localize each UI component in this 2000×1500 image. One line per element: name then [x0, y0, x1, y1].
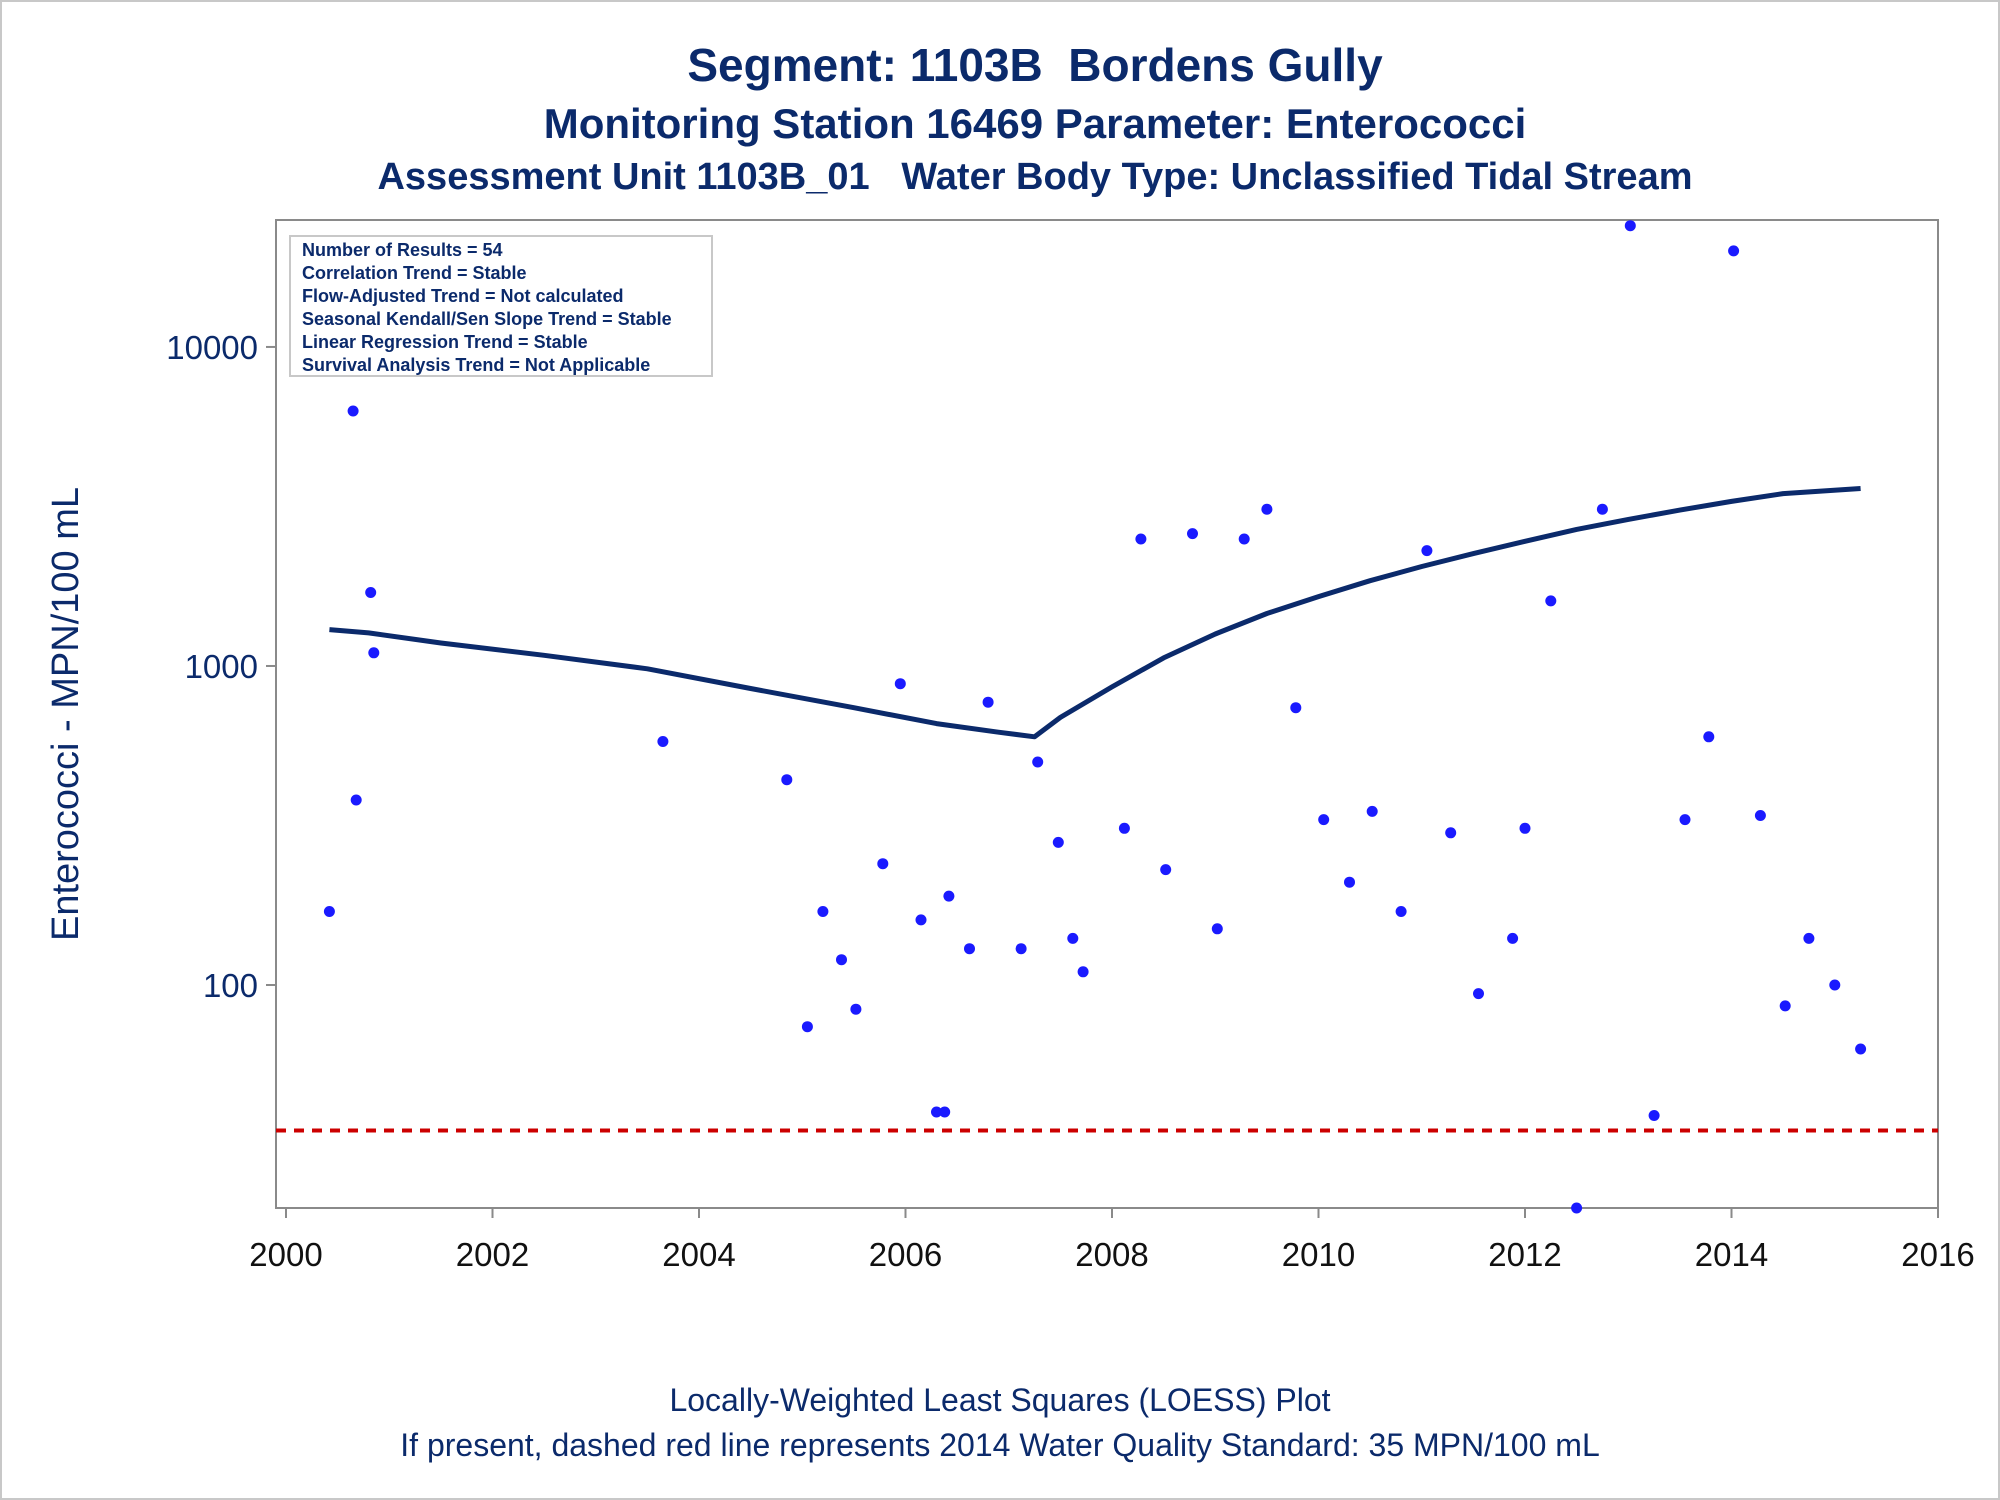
chart-subtitle-station: Monitoring Station 16469 Parameter: Ente…: [543, 100, 1527, 147]
loess-line: [329, 486, 1861, 740]
data-point: [931, 1106, 942, 1118]
data-point: [1679, 814, 1691, 826]
data-point: [1318, 814, 1330, 826]
data-point: [1703, 731, 1715, 743]
data-point: [1067, 932, 1079, 944]
stats-line: Linear Regression Trend = Stable: [302, 332, 588, 352]
data-point: [915, 914, 927, 926]
data-point: [323, 906, 335, 917]
data-point: [1344, 876, 1355, 888]
data-point: [1445, 827, 1457, 839]
data-point: [1803, 932, 1815, 944]
data-point: [877, 858, 889, 870]
plot-area: [275, 219, 1939, 1209]
data-point: [1187, 528, 1198, 540]
stats-line: Seasonal Kendall/Sen Slope Trend = Stabl…: [302, 309, 672, 329]
x-tick-label: 2004: [662, 1236, 735, 1273]
data-point: [1052, 836, 1064, 848]
data-point: [350, 794, 362, 806]
x-tick-label: 2016: [1901, 1236, 1974, 1273]
data-point: [1648, 1110, 1660, 1121]
y-tick-label: 100: [203, 967, 258, 1004]
data-point: [1473, 988, 1484, 1000]
data-point: [1261, 503, 1273, 515]
data-point: [1754, 810, 1766, 821]
data-point: [365, 587, 377, 598]
data-point: [836, 954, 847, 966]
data-point: [1160, 864, 1172, 876]
x-tick-label: 2010: [1282, 1236, 1355, 1273]
x-tick-label: 2008: [1075, 1236, 1148, 1273]
stats-line: Flow-Adjusted Trend = Not calculated: [302, 286, 624, 306]
y-axis-label: Enterococci - MPN/100 mL: [45, 487, 87, 941]
data-point: [1211, 923, 1223, 935]
data-point: [1015, 943, 1027, 955]
footnote-standard: If present, dashed red line represents 2…: [400, 1427, 1600, 1463]
chart-title: Segment: 1103B Bordens Gully: [687, 39, 1383, 91]
data-point: [982, 696, 994, 708]
data-point: [1395, 906, 1407, 917]
data-point: [1624, 220, 1636, 232]
stats-line: Survival Analysis Trend = Not Applicable: [302, 355, 650, 375]
data-point: [1238, 533, 1250, 545]
data-point: [1077, 966, 1089, 978]
y-tick-label: 1000: [185, 648, 258, 685]
data-point: [1507, 932, 1519, 944]
data-point: [1135, 533, 1147, 545]
data-point: [1118, 822, 1130, 834]
x-tick-label: 2014: [1695, 1236, 1768, 1273]
data-point: [1290, 702, 1302, 714]
data-point: [1366, 805, 1378, 817]
data-point: [939, 1106, 951, 1118]
data-point: [943, 890, 955, 902]
stats-line: Correlation Trend = Stable: [302, 263, 527, 283]
stats-line: Number of Results = 54: [302, 240, 503, 260]
data-point: [801, 1021, 813, 1033]
data-point: [850, 1003, 862, 1015]
y-tick-label: 10000: [166, 329, 258, 366]
data-point: [1421, 545, 1433, 557]
x-tick-label: 2012: [1488, 1236, 1561, 1273]
data-point: [1855, 1043, 1867, 1055]
data-point: [781, 774, 793, 786]
data-point: [1829, 979, 1841, 991]
data-point: [1032, 756, 1044, 768]
data-point: [347, 405, 359, 417]
data-point: [964, 943, 975, 955]
data-point: [1596, 503, 1608, 515]
x-tick-label: 2000: [249, 1236, 322, 1273]
data-point: [368, 647, 380, 659]
data-point: [1519, 822, 1531, 834]
x-tick-label: 2002: [456, 1236, 529, 1273]
data-point: [1571, 1202, 1583, 1214]
data-point: [894, 678, 906, 690]
data-point: [1728, 245, 1740, 257]
chart-subtitle-assessment: Assessment Unit 1103B_01 Water Body Type…: [377, 156, 1693, 198]
data-point: [1779, 1000, 1791, 1012]
data-point: [1545, 595, 1557, 607]
x-tick-label: 2006: [869, 1236, 942, 1273]
data-point: [817, 906, 829, 917]
footnote-loess: Locally-Weighted Least Squares (LOESS) P…: [669, 1382, 1331, 1418]
data-point: [657, 736, 669, 747]
stats-box-border: [289, 235, 713, 377]
stats-box: Number of Results = 54 Correlation Trend …: [289, 235, 713, 377]
